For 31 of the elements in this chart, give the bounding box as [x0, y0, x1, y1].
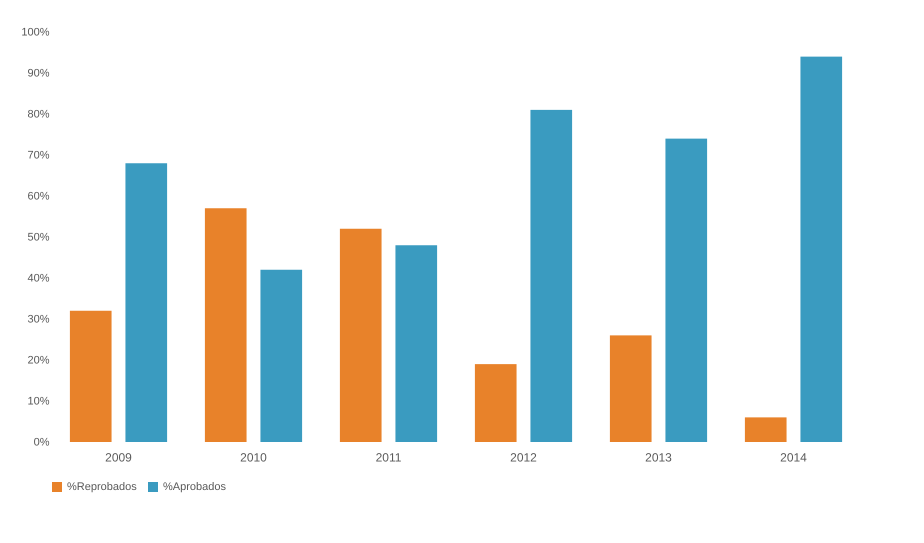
y-tick-label: 0%: [34, 436, 50, 448]
x-tick-label: 2014: [780, 450, 808, 464]
x-tick-label: 2010: [240, 450, 268, 464]
bar: [340, 228, 382, 442]
y-tick-label: 20%: [27, 354, 50, 366]
bar: [665, 138, 708, 442]
bar: [70, 310, 112, 442]
bar: [610, 335, 652, 442]
x-tick-label: 2012: [510, 450, 538, 464]
x-tick-label: 2009: [105, 450, 132, 464]
y-tick-label: 90%: [27, 68, 50, 80]
bar: [530, 110, 572, 442]
bar: [395, 245, 438, 442]
y-tick-label: 70%: [27, 150, 50, 162]
y-tick-label: 80%: [27, 108, 50, 120]
y-tick-label: 100%: [21, 26, 50, 38]
x-tick-label: 2011: [376, 450, 402, 464]
bar: [204, 208, 247, 442]
bar: [260, 270, 302, 442]
bar: [125, 163, 168, 442]
y-tick-label: 60%: [27, 190, 50, 202]
legend-label: %Aprobados: [163, 481, 226, 493]
bar: [744, 417, 787, 442]
bar: [474, 364, 517, 442]
x-tick-label: 2013: [645, 450, 672, 464]
bar: [800, 56, 842, 442]
legend-label: %Reprobados: [67, 481, 138, 493]
y-tick-label: 10%: [27, 396, 50, 408]
y-tick-label: 40%: [27, 272, 50, 284]
y-tick-label: 30%: [27, 314, 50, 326]
y-tick-label: 50%: [27, 232, 50, 244]
